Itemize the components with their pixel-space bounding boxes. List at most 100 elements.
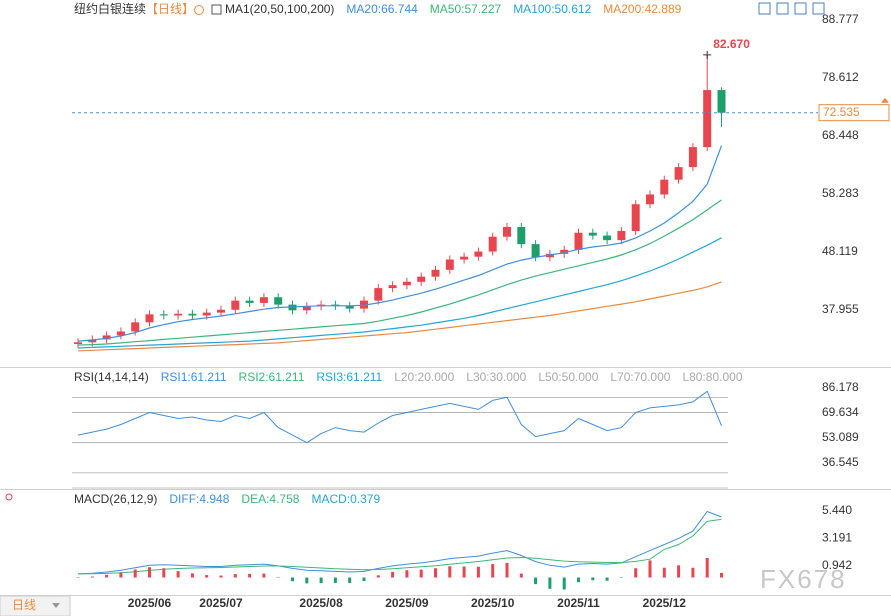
- macd-bar: [305, 577, 309, 584]
- candle-body: [159, 314, 168, 316]
- settings-icon[interactable]: [194, 5, 204, 15]
- candle-body: [188, 313, 197, 316]
- tool-button[interactable]: [758, 2, 771, 15]
- candle-body: [688, 147, 697, 168]
- watermark: FX678: [760, 564, 847, 594]
- x-tick-label: 2025/07: [199, 596, 243, 610]
- macd-bar: [548, 577, 552, 589]
- macd-bar: [634, 568, 638, 578]
- candle-body: [331, 304, 340, 306]
- macd-bar: [262, 573, 266, 578]
- candle-body: [431, 269, 440, 277]
- macd-bar: [162, 568, 166, 578]
- moving-average-line: [77, 199, 722, 346]
- candle-body: [402, 281, 411, 286]
- candle-body: [174, 313, 183, 316]
- legend-entry: L80:80.000: [682, 370, 742, 384]
- legend-entry: L30:30.000: [466, 370, 526, 384]
- macd-bar: [105, 574, 109, 578]
- candle-body: [631, 204, 640, 232]
- macd-bar: [319, 577, 323, 584]
- macd-bar: [76, 577, 80, 579]
- tool-button[interactable]: [776, 2, 789, 15]
- macd-bar: [505, 562, 509, 578]
- candle-body: [74, 342, 82, 345]
- period-button-label[interactable]: 日线: [12, 598, 36, 612]
- y-tick-label: 78.612: [822, 70, 859, 84]
- legend-entry: RSI1:61.211: [161, 370, 227, 384]
- x-tick-label: 2025/06: [128, 596, 172, 610]
- last-price-box: [818, 104, 890, 122]
- legend-entry: L70:70.000: [610, 370, 670, 384]
- candle-body: [488, 236, 497, 252]
- candle-body: [274, 297, 283, 305]
- macd-bar: [705, 557, 709, 578]
- candle-body: [560, 249, 569, 254]
- macd-bar: [405, 570, 409, 578]
- candle-body: [217, 309, 225, 313]
- dropdown-arrow[interactable]: [52, 603, 60, 608]
- macd-bar: [419, 569, 423, 578]
- macd-bar: [648, 560, 652, 578]
- y-tick-label: 3.191: [822, 531, 852, 545]
- last-price-arrow: [881, 97, 889, 103]
- tool-button[interactable]: [812, 2, 825, 15]
- legend-entry: MA50:57.227: [430, 2, 502, 16]
- macd-line: [77, 510, 722, 575]
- y-tick-label: 37.955: [822, 302, 859, 316]
- candle-body: [474, 251, 483, 257]
- macd-bar: [376, 575, 380, 578]
- macd-bar: [90, 576, 94, 578]
- candle-body: [674, 167, 683, 180]
- x-tick-label: 2025/09: [385, 596, 429, 610]
- macd-bar: [491, 564, 495, 578]
- macd-bar: [562, 577, 566, 590]
- candle-body: [646, 194, 654, 205]
- high-marker: [703, 50, 712, 59]
- candle-body: [531, 244, 540, 258]
- candle-body: [88, 339, 97, 343]
- legend-entry: MA1(20,50,100,200): [225, 2, 334, 16]
- y-tick-label: 53.089: [822, 430, 859, 444]
- panel-icon: [5, 493, 13, 501]
- candle-body: [503, 227, 511, 237]
- legend-entry: MACD:0.379: [311, 492, 380, 506]
- y-tick-label: 88.777: [822, 12, 859, 26]
- y-tick-label: 48.119: [822, 244, 858, 258]
- macd-bar: [677, 565, 681, 578]
- macd-bar: [291, 577, 294, 582]
- candle-body: [388, 285, 397, 289]
- macd-bar: [190, 573, 194, 578]
- period-button[interactable]: [0, 595, 71, 616]
- macd-bar: [448, 566, 452, 578]
- candle-body: [202, 312, 211, 316]
- candle-body: [617, 231, 626, 241]
- macd-bar: [534, 577, 538, 585]
- candle-body: [703, 90, 712, 148]
- x-tick-label: 2025/12: [643, 596, 687, 610]
- macd-bar: [333, 577, 337, 583]
- tool-button[interactable]: [794, 2, 807, 15]
- macd-bar: [577, 577, 580, 583]
- legend-entry: L20:20.000: [394, 370, 454, 384]
- candle-body: [445, 259, 454, 270]
- macd-bar: [476, 566, 480, 578]
- candle-body: [302, 306, 311, 311]
- legend-entry: DEA:4.758: [241, 492, 299, 506]
- candle-body: [259, 297, 268, 303]
- legend-entry: MA20:66.744: [346, 2, 418, 16]
- legend-entry: MA200:42.889: [603, 2, 681, 16]
- x-tick-label: 2025/10: [471, 596, 515, 610]
- candle-body: [145, 314, 154, 323]
- macd-bar: [148, 567, 151, 578]
- period-label: 【日线】: [146, 2, 194, 16]
- macd-bar: [605, 577, 609, 581]
- toggle-icon[interactable]: [211, 4, 222, 15]
- y-tick-label: 58.283: [822, 186, 859, 200]
- macd-bar: [219, 575, 223, 578]
- candle-body: [588, 232, 597, 236]
- macd-bar: [348, 577, 352, 583]
- macd-bar: [119, 572, 123, 578]
- legend-entry: L50:50.000: [538, 370, 598, 384]
- moving-average-line: [77, 145, 723, 342]
